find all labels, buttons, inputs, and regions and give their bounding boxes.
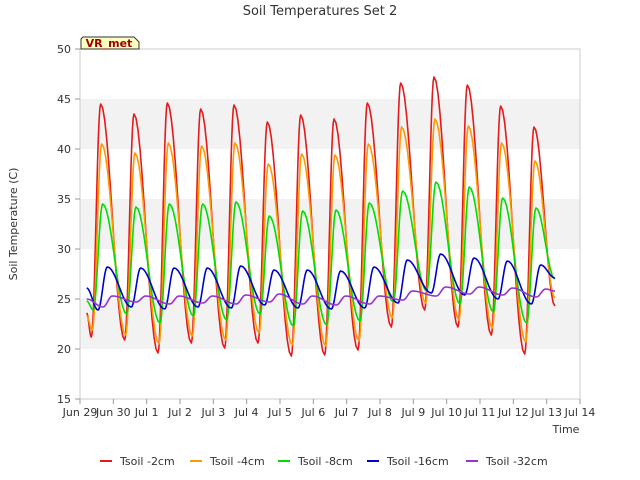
legend: Tsoil -2cm Tsoil -4cm Tsoil -8cm Tsoil -16c… — [100, 455, 548, 468]
legend-label: Tsoil -4cm — [209, 455, 265, 468]
x-tick-label: Jul 2 — [167, 406, 192, 419]
y-tick-label: 25 — [57, 293, 71, 306]
y-axis-label: Soil Temperature (C) — [7, 168, 20, 281]
legend-label: Tsoil -8cm — [297, 455, 353, 468]
y-tick-label: 50 — [57, 43, 71, 56]
annotation-box-shape — [80, 36, 140, 50]
series-lines — [86, 76, 556, 357]
x-axis-label: Time — [552, 423, 580, 436]
x-tick-label: Jul 13 — [530, 406, 562, 419]
x-tick-label: Jun 29 — [62, 406, 98, 419]
x-tick-label: Jul 11 — [464, 406, 496, 419]
plot-frame — [79, 48, 581, 400]
x-tick-label: Jul 3 — [200, 406, 225, 419]
y-axis-ticks: 15 20 25 30 35 40 45 50 — [57, 43, 80, 406]
legend-label: Tsoil -16cm — [386, 455, 449, 468]
legend-label: Tsoil -2cm — [119, 455, 175, 468]
plot-band — [80, 49, 580, 99]
plot-band — [80, 99, 580, 149]
x-tick-label: Jun 30 — [95, 406, 131, 419]
y-tick-label: 35 — [57, 193, 71, 206]
plot-band — [80, 299, 580, 349]
series-line-tsoil-32cm — [86, 286, 556, 308]
y-tick-label: 45 — [57, 93, 71, 106]
x-tick-label: Jul 8 — [367, 406, 392, 419]
annotation-text: VR_met — [86, 37, 133, 50]
x-tick-label: Jul 6 — [300, 406, 325, 419]
x-tick-label: Jul 4 — [234, 406, 259, 419]
x-tick-label: Jul 1 — [134, 406, 159, 419]
y-tick-label: 30 — [57, 243, 71, 256]
y-tick-label: 20 — [57, 343, 71, 356]
annotation-box: VR_met — [80, 36, 140, 50]
x-tick-label: Jul 10 — [430, 406, 462, 419]
x-tick-label: Jul 9 — [400, 406, 425, 419]
series-line-tsoil-4cm — [86, 118, 556, 347]
y-tick-label: 40 — [57, 143, 71, 156]
series-line-tsoil-8cm — [86, 181, 556, 327]
x-tick-label: Jul 7 — [334, 406, 359, 419]
x-tick-label: Jul 5 — [267, 406, 292, 419]
series-line-tsoil-16cm — [86, 253, 556, 311]
chart-title: Soil Temperatures Set 2 — [243, 4, 398, 19]
plot-band — [80, 349, 580, 399]
y-tick-label: 15 — [57, 393, 71, 406]
legend-label: Tsoil -32cm — [485, 455, 548, 468]
x-tick-label: Jul 14 — [564, 406, 596, 419]
x-tick-label: Jul 12 — [497, 406, 529, 419]
